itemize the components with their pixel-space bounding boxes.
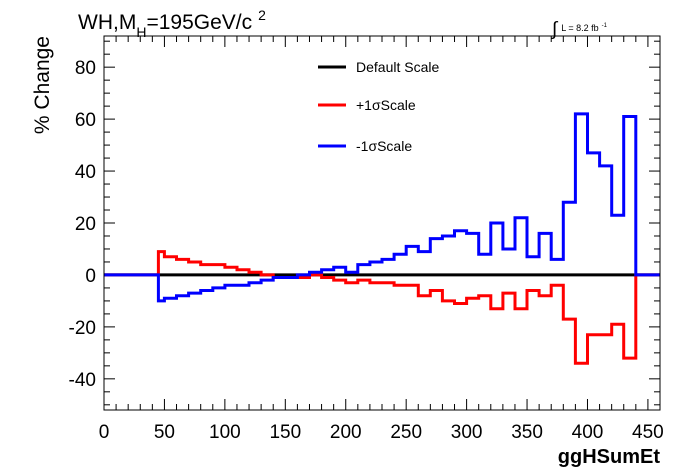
series-layer: [104, 112, 660, 365]
x-axis-title: ggHSumEt: [558, 446, 661, 468]
y-tick-label: 40: [75, 162, 96, 183]
plot-frame: [103, 35, 661, 411]
legend-label-0: Default Scale: [356, 59, 439, 75]
x-tick-label: 0: [99, 422, 110, 443]
x-tick-label: 350: [511, 422, 543, 443]
legend: Default Scale +1σScale -1σScale: [318, 59, 439, 154]
x-tick-label: 450: [632, 422, 664, 443]
x-tick-label: 250: [390, 422, 422, 443]
legend-label-1: +1σScale: [356, 97, 416, 113]
chart-title: WH,MH=195GeV/c 2: [78, 7, 266, 40]
x-tick-label: 200: [330, 422, 362, 443]
series-line-1: [104, 250, 660, 365]
series-line-2: [104, 112, 660, 303]
y-tick-label: -20: [69, 318, 96, 339]
y-tick-label: 60: [75, 110, 96, 131]
x-tick-label: 300: [451, 422, 483, 443]
x-tick-label: 100: [209, 422, 241, 443]
y-axis-title: % Change: [31, 36, 54, 134]
x-tick-label: 400: [572, 422, 604, 443]
x-tick-label: 50: [154, 422, 175, 443]
y-tick-label: 0: [85, 266, 96, 287]
y-tick-label: 80: [75, 58, 96, 79]
y-tick-label: -40: [69, 370, 96, 391]
x-tick-label: 150: [269, 422, 301, 443]
legend-label-2: -1σScale: [356, 138, 412, 154]
y-tick-label: 20: [75, 214, 96, 235]
luminosity-label: ∫ L = 8.2 fb -1: [551, 19, 608, 40]
